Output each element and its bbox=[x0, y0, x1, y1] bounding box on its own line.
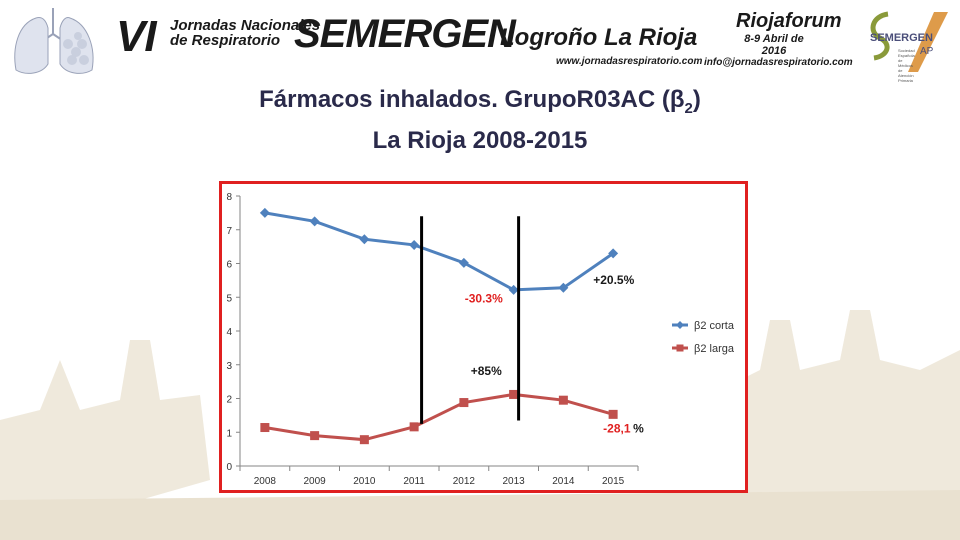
y-tick-label: 0 bbox=[226, 462, 232, 473]
title-line2: La Rioja 2008-2015 bbox=[372, 126, 588, 154]
legend-marker bbox=[676, 321, 684, 329]
y-tick-labels: 0 1 2 3 4 5 6 7 8 bbox=[226, 192, 232, 473]
chart-annotation: +85% bbox=[471, 364, 502, 378]
chart-annotation: % bbox=[633, 421, 644, 435]
banner-venue: Riojaforum 8-9 Abril de 2016 bbox=[736, 10, 842, 57]
chart-annotation: -28,1 bbox=[603, 421, 631, 435]
banner-edition: VI bbox=[116, 12, 157, 61]
data-point-marker bbox=[260, 423, 270, 433]
y-axis-line bbox=[236, 195, 639, 471]
y-tick-label: 4 bbox=[226, 327, 232, 338]
data-point-marker bbox=[409, 239, 420, 250]
banner-website: www.jornadasrespiratorio.com bbox=[556, 56, 703, 67]
banner-jornadas: Jornadas Nacionales de Respiratorio bbox=[170, 18, 320, 48]
x-tick-label: 2014 bbox=[552, 476, 575, 487]
data-point-marker bbox=[558, 282, 569, 293]
title-line1-subscript: 2 bbox=[684, 99, 693, 117]
data-point-marker bbox=[309, 216, 320, 227]
data-point-marker bbox=[458, 257, 469, 268]
data-point-marker bbox=[359, 435, 369, 445]
semergen-logo: SEMERGEN Sociedad Española de Médicos de… bbox=[858, 6, 954, 83]
logo-small-text: Sociedad Española de Médicos de Atención… bbox=[898, 48, 915, 83]
lungs-icon bbox=[14, 8, 94, 74]
data-point-marker bbox=[310, 431, 320, 441]
x-tick-label: 2015 bbox=[602, 476, 625, 487]
y-tick-label: 5 bbox=[226, 293, 232, 304]
background-town-image bbox=[0, 310, 960, 540]
title-line1: Fármacos inhalados. GrupoR03AC (β2) bbox=[0, 84, 960, 125]
x-tick-label: 2009 bbox=[304, 476, 327, 487]
data-point-marker bbox=[608, 409, 618, 419]
chart-legend: β2 corta β2 larga bbox=[672, 320, 735, 355]
series-layer bbox=[259, 207, 619, 445]
data-point-marker bbox=[359, 234, 370, 245]
logo-text: SEMERGEN bbox=[870, 32, 933, 44]
logo-sub: AP bbox=[920, 46, 934, 57]
data-point-marker bbox=[409, 422, 419, 432]
chart-annotation: +20.5% bbox=[593, 273, 634, 287]
venue-name: Riojaforum bbox=[736, 10, 842, 32]
y-tick-label: 2 bbox=[226, 395, 232, 406]
slide-title: Fármacos inhalados. GrupoR03AC (β2) La R… bbox=[0, 84, 960, 157]
x-tick-label: 2012 bbox=[453, 476, 476, 487]
data-point-marker bbox=[459, 398, 469, 408]
x-tick-label: 2013 bbox=[503, 476, 526, 487]
data-point-marker bbox=[259, 207, 270, 218]
legend-marker bbox=[676, 344, 684, 352]
semergen-logo-icon bbox=[870, 11, 948, 72]
legend-label: β2 larga bbox=[694, 343, 735, 355]
venue-dates: 8-9 Abril de 2016 bbox=[744, 33, 804, 57]
banner-jornadas-line2: de Respiratorio bbox=[170, 32, 281, 49]
y-tick-label: 8 bbox=[226, 192, 232, 203]
header-banner: VI Jornadas Nacionales de Respiratorio S… bbox=[0, 0, 960, 83]
y-tick-label: 1 bbox=[226, 428, 232, 439]
banner-jornadas-line1: Jornadas Nacionales bbox=[170, 17, 321, 34]
x-tick-label: 2011 bbox=[403, 476, 425, 487]
y-tick-label: 7 bbox=[226, 226, 232, 237]
banner-city: Logroño La Rioja bbox=[500, 24, 698, 51]
title-line1-main: Fármacos inhalados. GrupoR03AC (β bbox=[259, 86, 685, 113]
data-point-marker bbox=[558, 395, 568, 405]
legend-label: β2 corta bbox=[694, 320, 735, 332]
title-line1-end: ) bbox=[692, 86, 701, 113]
x-tick-label: 2008 bbox=[254, 476, 277, 487]
x-tick-labels: 2008 2009 2010 2011 2012 2013 2014 2015 bbox=[254, 476, 625, 487]
data-point-marker bbox=[509, 389, 519, 399]
y-tick-label: 6 bbox=[226, 260, 232, 271]
y-tick-label: 3 bbox=[226, 361, 232, 372]
data-point-marker bbox=[608, 248, 619, 259]
series-line bbox=[264, 392, 614, 442]
banner-org: SEMERGEN bbox=[294, 12, 516, 56]
x-tick-label: 2010 bbox=[353, 476, 376, 487]
data-point-marker bbox=[508, 284, 519, 295]
series-line bbox=[264, 211, 614, 292]
chart-annotation: -30.3% bbox=[465, 291, 503, 305]
banner-email: info@jornadasrespiratorio.com bbox=[704, 57, 853, 68]
annotations-layer: -30.3% +20.5% +85% -28,1% bbox=[420, 216, 644, 435]
